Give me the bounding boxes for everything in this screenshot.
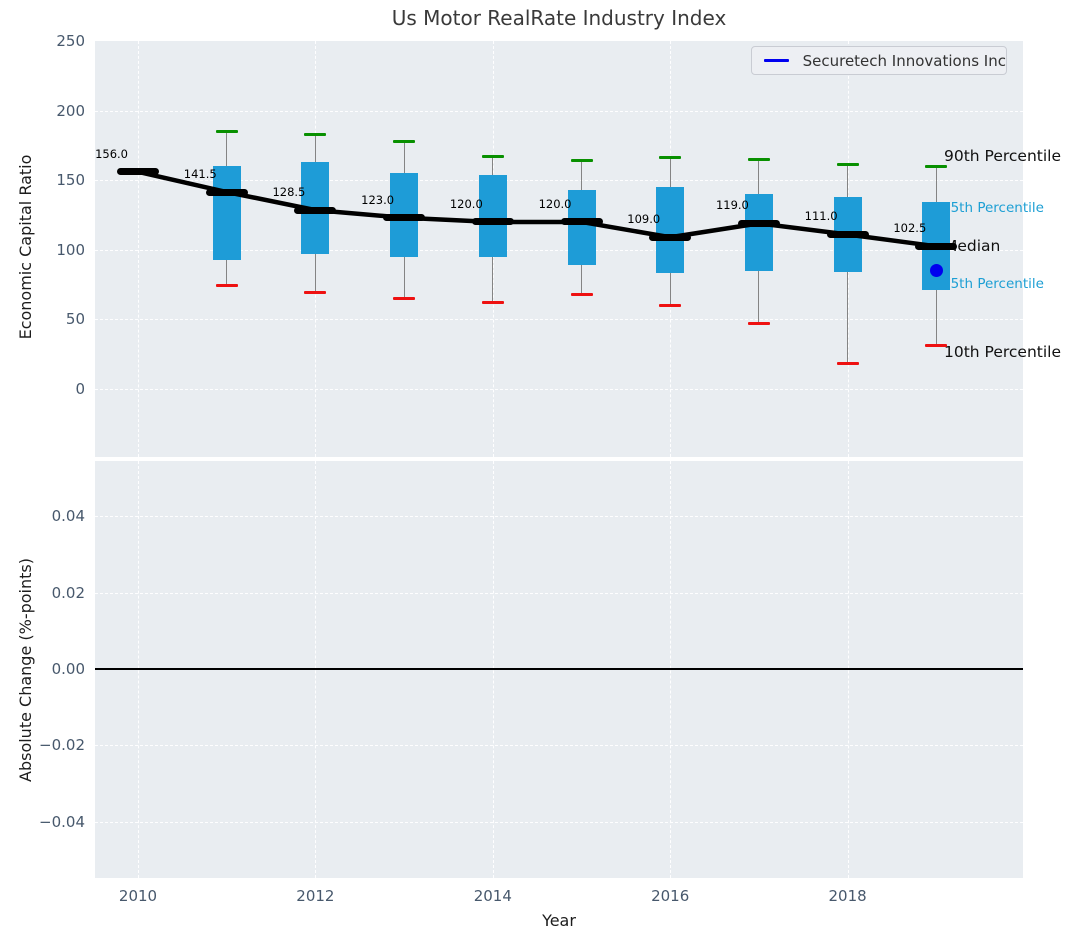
median-marker	[560, 218, 603, 226]
median-marker	[383, 214, 426, 222]
whisker-cap-bottom	[659, 303, 682, 307]
median-value-label: 156.0	[95, 146, 128, 161]
h-gridline	[95, 249, 1023, 251]
iqr-box	[567, 189, 596, 266]
median-marker	[737, 219, 780, 227]
whisker-cap-bottom	[570, 292, 593, 296]
p75-percentile-label: 75th Percentile	[942, 200, 1044, 216]
iqr-box	[212, 166, 241, 260]
y-tick-label-top: 250	[56, 32, 85, 50]
legend-label: Securetech Innovations Inc	[802, 51, 1006, 70]
h-gridline	[95, 592, 1023, 594]
whisker-cap-bottom	[304, 291, 327, 295]
median-value-label: 141.5	[183, 167, 217, 182]
legend: Securetech Innovations Inc	[751, 46, 1007, 75]
iqr-box	[744, 194, 773, 271]
iqr-box	[478, 174, 507, 257]
y-tick-label-top: 0	[75, 380, 85, 398]
median-value-label: 128.5	[272, 185, 306, 200]
median-marker	[826, 230, 869, 238]
p90-percentile-label: 90th Percentile	[944, 147, 1062, 165]
top-y-axis-label: Economic Capital Ratio	[16, 154, 35, 340]
whisker-cap-bottom	[215, 284, 238, 288]
h-gridline	[95, 516, 1023, 518]
x-tick-label: 2018	[828, 887, 867, 905]
whisker-cap-top	[215, 129, 238, 133]
y-tick-label-top: 50	[65, 310, 85, 329]
zero-change-line	[95, 668, 1023, 670]
whisker-cap-top	[836, 163, 859, 167]
median-value-label: 123.0	[361, 192, 395, 207]
p25-percentile-label: 25th Percentile	[942, 276, 1044, 292]
x-tick-label: 2016	[651, 887, 690, 905]
whisker-cap-top	[570, 159, 593, 163]
median-marker	[915, 242, 958, 250]
y-tick-label-bottom: 0.00	[51, 660, 85, 678]
median-value-label: 120.0	[449, 196, 483, 211]
h-gridline	[95, 319, 1023, 321]
median-value-label: 111.0	[804, 209, 838, 224]
median-value-label: 120.0	[538, 196, 572, 211]
whisker-cap-top	[304, 132, 327, 136]
v-gridline	[138, 41, 139, 457]
whisker-cap-bottom	[747, 322, 770, 326]
median-marker	[205, 188, 248, 196]
h-gridline	[95, 745, 1023, 747]
whisker-cap-bottom	[925, 344, 948, 348]
median-value-label: 119.0	[715, 198, 749, 213]
whisker-cap-top	[747, 157, 770, 161]
y-tick-label-bottom: 0.04	[51, 507, 85, 526]
y-tick-label-top: 100	[56, 240, 85, 259]
legend-line-icon	[764, 59, 789, 62]
whisker-cap-bottom	[481, 301, 504, 305]
h-gridline	[95, 389, 1023, 390]
y-tick-label-top: 200	[56, 101, 85, 120]
p10-percentile-label: 10th Percentile	[944, 343, 1062, 361]
x-tick-label: 2010	[118, 887, 158, 905]
median-marker	[117, 168, 159, 176]
median-marker	[649, 233, 692, 241]
y-tick-label-bottom: −0.04	[39, 812, 85, 831]
whisker-cap-top	[481, 155, 504, 159]
median-marker	[471, 218, 514, 226]
iqr-box	[656, 187, 685, 274]
whisker-cap-top	[393, 139, 416, 143]
y-tick-label-top: 150	[56, 171, 85, 190]
whisker-cap-top	[925, 164, 948, 168]
median-value-label: 102.5	[893, 221, 927, 236]
company-data-point	[929, 264, 943, 278]
y-tick-label-bottom: −0.02	[39, 736, 85, 755]
bottom-y-axis-label: Absolute Change (%-points)	[16, 558, 35, 782]
x-axis-label: Year	[542, 911, 576, 930]
x-tick-label: 2012	[296, 887, 335, 905]
whisker-cap-bottom	[836, 362, 859, 366]
whisker-cap-bottom	[393, 297, 416, 301]
median-label: Median	[944, 237, 1001, 255]
y-tick-label-bottom: 0.02	[51, 583, 85, 602]
whisker-cap-top	[659, 156, 682, 160]
median-marker	[294, 206, 337, 214]
chart-title: Us Motor RealRate Industry Index	[391, 6, 727, 30]
x-tick-label: 2014	[473, 887, 512, 905]
h-gridline	[95, 110, 1023, 112]
median-value-label: 109.0	[627, 212, 661, 227]
h-gridline	[95, 821, 1023, 823]
